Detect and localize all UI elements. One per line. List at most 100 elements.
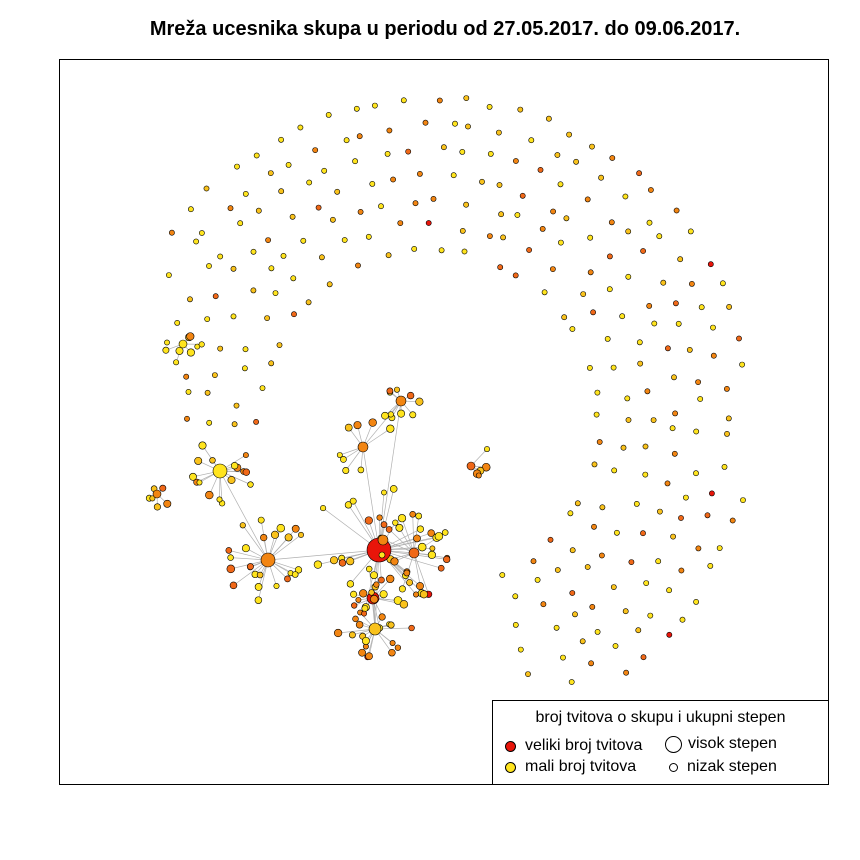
network-node-278 [227,476,236,484]
network-node-76 [588,660,594,667]
network-node-205 [425,220,432,226]
network-node-112 [655,558,662,565]
network-node-150 [664,480,671,487]
network-node-178 [587,269,594,276]
network-node-168 [329,216,336,223]
network-node-149 [671,450,678,457]
network-node-47 [386,127,393,134]
network-node-275 [256,571,264,579]
network-node-199 [272,290,279,296]
network-node-360 [406,391,415,400]
network-node-243 [594,389,601,396]
network-node-155 [589,604,596,610]
network-node-68 [709,490,715,497]
network-node-170 [378,203,384,210]
network-node-346 [408,547,420,559]
network-node-109 [683,494,689,501]
network-node-151 [657,508,663,515]
network-node-274 [276,524,285,533]
network-node-257 [257,516,265,524]
network-node-141 [607,253,613,260]
network-node-339 [398,585,406,593]
legend-item-low-tweets: mali broj tvitova [505,758,636,776]
network-node-8 [353,105,360,112]
network-node-367 [186,348,195,357]
network-node-42 [267,170,274,176]
network-node-115 [594,629,601,635]
network-node-374 [178,339,188,349]
network-node-82 [217,253,224,260]
network-node-2 [203,185,210,192]
network-node-128 [289,213,296,220]
network-node-349 [386,424,395,433]
network-node-136 [496,182,503,188]
network-node-256 [260,533,268,542]
network-node-341 [390,557,399,566]
network-node-303 [399,600,409,609]
network-node-372 [173,359,180,366]
legend-label-low-degree: nizak stepen [687,758,777,775]
network-node-116 [579,638,586,645]
network-node-188 [614,529,620,536]
network-node-277 [189,472,197,481]
network-node-25 [726,303,732,310]
network-node-172 [430,195,437,202]
network-edge-101 [362,428,391,448]
network-node-242 [587,364,593,371]
network-node-16 [566,131,572,138]
network-node-132 [390,176,396,183]
network-node-412 [378,576,385,584]
network-node-316 [355,620,364,629]
network-node-88 [352,158,358,165]
network-node-165 [268,265,275,272]
legend: broj tvitova o skupu i ukupni stepen vel… [492,700,829,785]
network-node-161 [211,372,218,378]
network-node-210 [550,266,556,272]
network-node-305 [350,590,358,598]
network-node-186 [642,471,649,478]
network-node-332 [427,550,436,559]
network-node-302 [355,596,362,603]
network-node-79 [174,319,181,326]
network-node-397 [344,501,353,509]
network-node-204 [397,220,404,226]
network-node-94 [513,158,519,164]
network-node-334 [385,526,393,533]
network-node-113 [643,580,650,586]
network-node-135 [479,178,485,185]
network-node-197 [242,346,249,353]
network-node-40 [227,205,234,212]
network-node-221 [569,547,576,554]
network-node-237 [497,264,504,271]
network-node-225 [253,418,259,425]
network-node-329 [361,636,370,645]
network-node-414 [416,582,424,590]
network-node-209 [526,247,532,253]
network-node-31 [707,563,714,569]
network-node-44 [312,147,319,153]
network-node-96 [557,181,564,188]
network-node-288 [247,481,254,488]
network-node-127 [265,237,271,243]
network-node-331 [368,622,382,636]
network-node-108 [693,470,699,477]
network-node-137 [519,192,526,199]
network-node-216 [625,417,632,423]
network-node-220 [591,523,597,530]
network-node-26 [736,335,742,342]
network-node-359 [397,409,406,418]
network-node-251 [499,572,506,578]
network-node-326 [387,621,395,629]
network-node-160 [204,389,211,396]
network-node-102 [673,300,679,307]
network-node-228 [276,342,283,348]
network-node-58 [656,233,663,240]
network-node-144 [651,320,658,327]
chart-title: Mreža ucesnika skupa u periodu od 27.05.… [149,18,741,40]
network-node-304 [386,574,395,584]
network-node-78 [164,339,170,346]
network-node-35 [640,654,647,661]
network-node-246 [591,461,598,468]
network-node-86 [306,179,313,186]
